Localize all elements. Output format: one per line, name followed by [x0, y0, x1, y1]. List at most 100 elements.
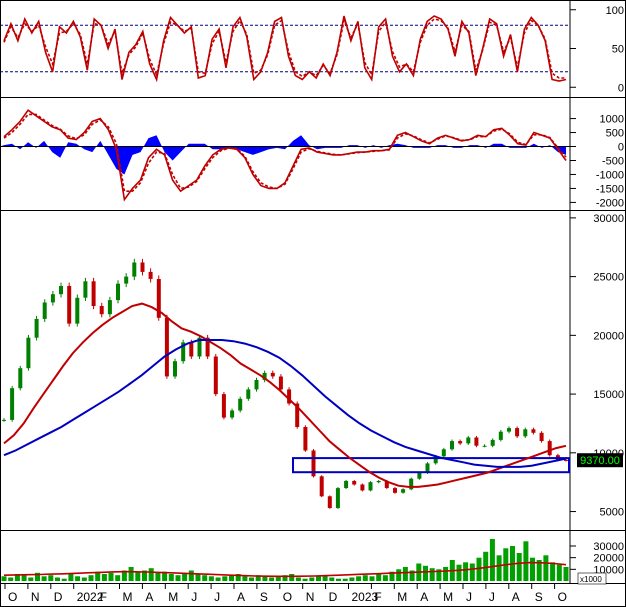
- x-tick-label: J: [214, 590, 220, 604]
- volume-bar: [396, 569, 402, 581]
- volume-bar: [316, 576, 321, 581]
- volume-bar: [95, 571, 101, 581]
- volume-bar: [382, 575, 388, 581]
- price-panel: 300002500020000150001000050009370.00: [2, 213, 624, 519]
- candle-body: [254, 380, 259, 390]
- x-tick-label: O: [558, 590, 567, 604]
- volume-bar: [536, 560, 542, 581]
- volume-bar: [262, 576, 268, 581]
- y-tick-label: 0: [618, 142, 624, 154]
- volume-bar: [376, 574, 382, 581]
- x-tick-label: J: [466, 590, 472, 604]
- candle-body: [99, 306, 104, 315]
- last-price-badge: [577, 453, 623, 468]
- x-tick-label: A: [237, 590, 245, 604]
- candle-body: [2, 419, 6, 421]
- volume-bar: [255, 575, 261, 581]
- volume-bar: [469, 563, 475, 581]
- volume-bar: [208, 576, 214, 581]
- candle-body: [50, 294, 55, 303]
- volume-bar: [202, 575, 208, 581]
- candle-body: [295, 403, 300, 427]
- macd-panel: 1000 500 0-500 -1000 -1500 -2000: [0, 109, 624, 209]
- volume-bar: [429, 568, 435, 581]
- volume-bar: [530, 557, 535, 581]
- price-series-line: [3, 339, 567, 468]
- y-tick-label: 1000: [600, 114, 624, 126]
- x-tick-label: O: [283, 590, 292, 604]
- stochastic-series-line: [3, 17, 566, 79]
- volume-bar: [41, 576, 47, 581]
- volume-bar: [322, 575, 328, 581]
- candle-body: [270, 372, 275, 377]
- volume-bar: [135, 571, 141, 581]
- candle-body: [531, 429, 536, 433]
- volume-bar: [222, 576, 228, 581]
- volume-bar: [55, 577, 60, 581]
- candle-body: [376, 481, 381, 483]
- volume-bar: [282, 575, 288, 581]
- candle-body: [425, 463, 430, 473]
- candle-body: [327, 496, 332, 508]
- candle-body: [393, 488, 397, 493]
- y-tick-label: -2000: [596, 197, 624, 209]
- candle-body: [132, 262, 137, 277]
- last-price-label: 9370.00: [580, 455, 620, 467]
- candle-body: [547, 441, 552, 456]
- candle-body: [278, 376, 283, 390]
- x-tick-label: M: [397, 590, 407, 604]
- candle-body: [474, 437, 479, 446]
- candle-body: [319, 476, 324, 497]
- support-zone-box: [292, 457, 570, 474]
- y-tick-label: 20000: [593, 330, 624, 342]
- x-tick-label: S: [260, 590, 268, 604]
- candle-body: [450, 441, 454, 450]
- x-tick-label: A: [512, 590, 520, 604]
- candle-body: [441, 449, 446, 457]
- volume-bar: [443, 567, 449, 581]
- volume-bar: [523, 541, 529, 581]
- volume-bar: [556, 564, 562, 581]
- candle-body: [401, 489, 406, 493]
- candle-body: [26, 337, 31, 369]
- x-tick-label: N: [306, 590, 315, 604]
- candle-body: [181, 342, 186, 362]
- x-tick-label: M: [168, 590, 178, 604]
- macd-histogram: [0, 135, 566, 175]
- candle-body: [564, 459, 568, 461]
- volume-bar: [81, 577, 87, 581]
- volume-bar: [215, 577, 221, 581]
- candle-body: [515, 428, 520, 437]
- candle-body: [384, 481, 389, 488]
- candle-body: [238, 398, 243, 411]
- volume-bar: [242, 576, 248, 581]
- macd-series-line: [3, 109, 567, 202]
- candle-body: [18, 368, 23, 389]
- volume-bar: [148, 568, 154, 581]
- x-tick-label: D: [329, 590, 338, 604]
- candle-body: [262, 372, 267, 380]
- y-tick-label: 30000: [593, 541, 624, 553]
- x-tick-label: A: [145, 590, 153, 604]
- y-tick-label: 100: [606, 5, 624, 17]
- candle-body: [287, 389, 292, 404]
- volume-bar: [155, 572, 161, 581]
- candle-body: [523, 429, 528, 437]
- x-tick-label: N: [31, 590, 40, 604]
- candle-body: [498, 431, 503, 440]
- volume-bar: [302, 578, 308, 581]
- volume-unit-label: x1000: [580, 575, 602, 584]
- y-tick-label: -1500: [596, 183, 624, 195]
- volume-bar: [182, 572, 188, 581]
- volume-bar: [35, 572, 40, 581]
- volume-bar: [476, 557, 482, 581]
- candle-body: [246, 389, 251, 399]
- candle-body: [10, 388, 15, 420]
- y-tick-label: 15000: [593, 389, 624, 401]
- volume-bar: [8, 577, 14, 581]
- candle-body: [116, 283, 120, 301]
- candle-body: [173, 361, 177, 377]
- candle-body: [59, 286, 63, 295]
